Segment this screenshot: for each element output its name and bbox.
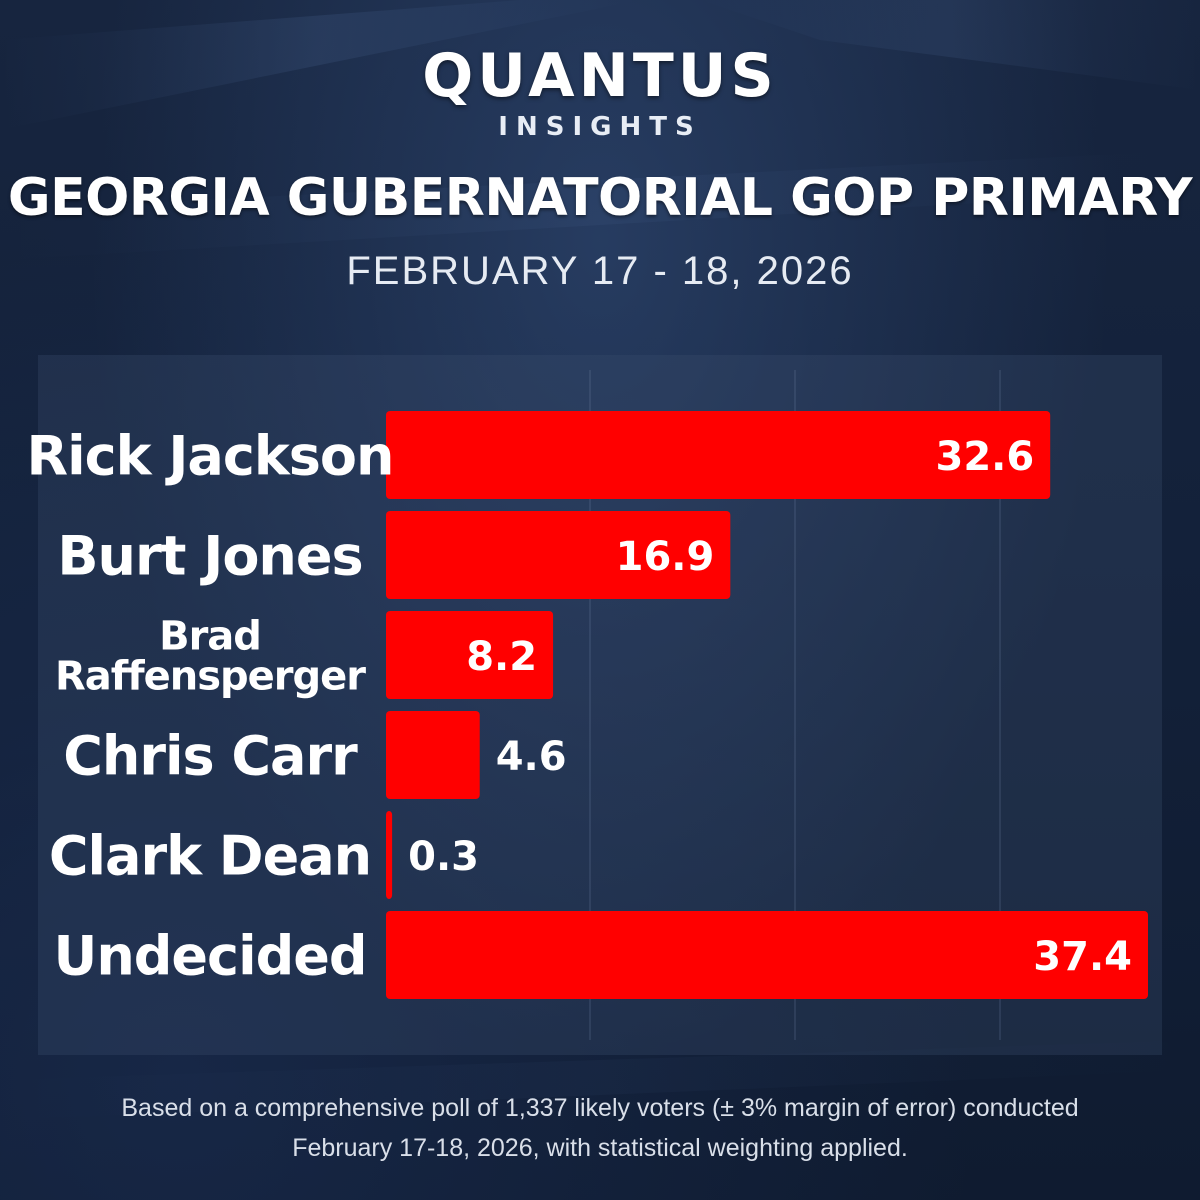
bars [386, 411, 1148, 999]
value-label-4: 0.3 [408, 834, 479, 880]
category-label-2-line-1: Raffensperger [55, 653, 366, 699]
bar-0 [386, 411, 1051, 499]
value-label-1: 16.9 [616, 534, 715, 580]
bar-5 [386, 911, 1148, 999]
bar-4 [386, 811, 393, 899]
chart-date: FEBRUARY 17 - 18, 2026 [346, 249, 854, 293]
category-label-5: Undecided [53, 924, 366, 987]
bar-2 [386, 611, 554, 699]
brand-name: QUANTUS [422, 41, 778, 111]
value-label-5: 37.4 [1033, 934, 1132, 980]
brand-logo: QUANTUS INSIGHTS [0, 40, 1200, 142]
chart-title: GEORGIA GUBERNATORIAL GOP PRIMARY [7, 168, 1193, 228]
category-label-1: Burt Jones [57, 524, 362, 587]
bar-1 [386, 511, 731, 599]
methodology-note: Based on a comprehensive poll of 1,337 l… [0, 1088, 1200, 1168]
value-label-0: 32.6 [936, 434, 1035, 480]
brand-tagline: INSIGHTS [498, 112, 702, 142]
bar-3 [386, 711, 480, 799]
category-label-3: Chris Carr [63, 724, 358, 787]
methodology-line-2: February 17-18, 2026, with statistical w… [292, 1134, 908, 1162]
category-label-4: Clark Dean [49, 824, 371, 887]
value-label-2: 8.2 [466, 634, 537, 680]
category-label-0: Rick Jackson [27, 424, 394, 487]
category-label-2-line-0: Brad [159, 613, 261, 659]
methodology-line-1: Based on a comprehensive poll of 1,337 l… [121, 1094, 1079, 1122]
value-label-3: 4.6 [496, 734, 567, 780]
value-labels: 32.6 16.9 8.2 4.6 0.3 37.4 [408, 434, 1132, 980]
